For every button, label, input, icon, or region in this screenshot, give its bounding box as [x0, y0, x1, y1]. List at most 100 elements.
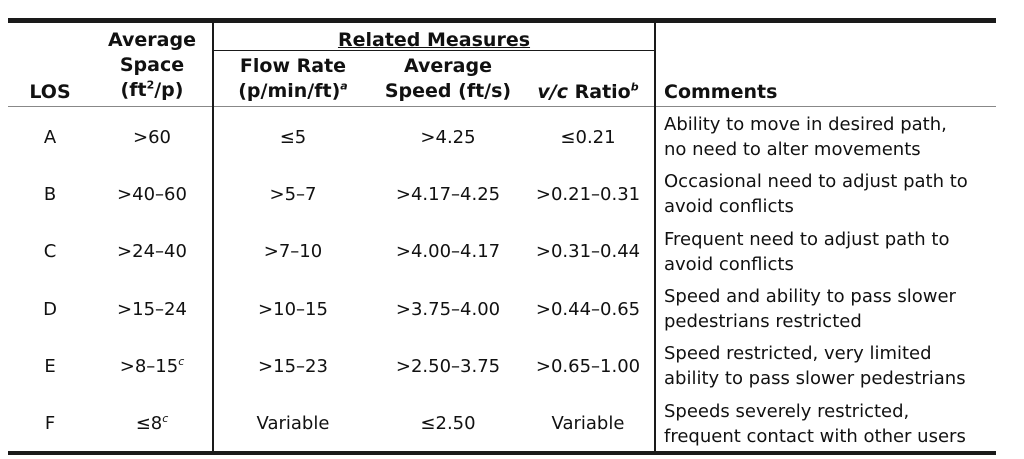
cell-comment1-text: Speed and ability to pass slower: [664, 285, 956, 307]
cell-vc-text: ≤0.21: [560, 126, 616, 148]
cell-los-text: A: [43, 126, 57, 148]
cell-flow-text: >15–23: [258, 355, 328, 377]
cell-speed-text: >4.25: [420, 126, 476, 148]
cell-flow: >5–7: [214, 184, 372, 206]
cell-flow-text: >10–15: [258, 298, 328, 320]
header-space-unit-a: (ft: [120, 79, 147, 101]
cell-comment: Ability to move in desired path, no need …: [664, 112, 947, 162]
cell-los-text: E: [44, 355, 56, 377]
header-vc-sup: b: [630, 80, 639, 94]
cell-speed-text: >2.50–3.75: [395, 355, 501, 377]
cell-space-text: >8–15: [119, 355, 179, 377]
cell-flow-text: >7–10: [263, 241, 323, 263]
header-average-space: Average Space (ft2/p): [92, 28, 212, 103]
cell-vc: >0.65–1.00: [522, 356, 654, 378]
cell-comment1-text: Speeds severely restricted,: [664, 400, 910, 422]
cell-los: C: [8, 241, 92, 263]
cell-flow-text: ≤5: [279, 126, 307, 148]
header-flow-line2: (p/min/ft)a: [214, 79, 372, 104]
cell-flow-text: >5–7: [269, 183, 317, 205]
cell-speed: >3.75–4.00: [374, 299, 522, 321]
cell-los: B: [8, 184, 92, 206]
cell-comment: Frequent need to adjust path to avoid con…: [664, 227, 949, 277]
cell-comment2-text: frequent contact with other users: [664, 425, 966, 447]
cell-los-text: D: [43, 298, 57, 320]
cell-flow: >7–10: [214, 241, 372, 263]
cell-space: >8–15c: [92, 356, 212, 378]
header-vc-text: Ratio: [568, 81, 631, 103]
cell-los-text: F: [44, 413, 56, 435]
cell-comment1-text: Ability to move in desired path,: [664, 114, 947, 135]
header-space-unit-b: /p): [154, 79, 184, 101]
header-related-measures: Related Measures: [214, 28, 654, 53]
cell-speed: >4.00–4.17: [374, 241, 522, 263]
cell-space-sup: c: [178, 354, 185, 368]
cell-comment: Speeds severely restricted, frequent cont…: [664, 399, 966, 449]
header-flow-rate: Flow Rate (p/min/ft)a: [214, 54, 372, 104]
header-speed-line2: Speed (ft/s): [384, 80, 512, 102]
cell-vc-text: >0.31–0.44: [535, 241, 641, 263]
cell-space-text: >60: [133, 126, 171, 148]
cell-los-text: C: [43, 241, 57, 263]
cell-speed: >4.17–4.25: [374, 184, 522, 206]
header-space-sup: 2: [146, 78, 155, 92]
header-space-line1: Average: [108, 29, 196, 51]
cell-comment2-text: avoid conflicts: [664, 253, 794, 275]
cell-flow: Variable: [214, 413, 372, 435]
cell-space-text: >15–24: [117, 298, 187, 320]
cell-speed: ≤2.50: [374, 413, 522, 435]
header-flow-unit: (p/min/ft): [238, 80, 341, 102]
header-speed-line1: Average: [404, 55, 492, 77]
header-flow-sup: a: [340, 79, 348, 93]
header-vc-italic: v/c: [537, 81, 568, 103]
cell-space-text: ≤8: [135, 413, 163, 435]
header-space-line3: (ft2/p): [92, 78, 212, 103]
cell-comment1-text: Occasional need to adjust path to: [664, 171, 968, 193]
cell-vc: >0.21–0.31: [522, 184, 654, 206]
header-comments-text: Comments: [664, 81, 778, 103]
cell-vc: >0.31–0.44: [522, 241, 654, 263]
header-flow-line1: Flow Rate: [239, 55, 347, 77]
header-space-line2: Space: [119, 54, 185, 76]
cell-speed-text: ≤2.50: [420, 413, 476, 435]
cell-comment: Occasional need to adjust path to avoid c…: [664, 169, 968, 219]
cell-speed: >4.25: [374, 127, 522, 149]
related-measures-underline: [213, 50, 655, 51]
right-divider: [654, 23, 656, 451]
cell-speed-text: >3.75–4.00: [395, 298, 501, 320]
cell-comment: Speed and ability to pass slower pedestri…: [664, 284, 956, 334]
cell-vc: Variable: [522, 413, 654, 435]
cell-speed: >2.50–3.75: [374, 356, 522, 378]
cell-flow: ≤5: [214, 127, 372, 149]
cell-los: A: [8, 127, 92, 149]
cell-space: >40–60: [92, 184, 212, 206]
header-average-speed: Average Speed (ft/s): [374, 54, 522, 104]
cell-los: D: [8, 299, 92, 321]
cell-vc-text: >0.44–0.65: [535, 298, 641, 320]
cell-comment1-text: Speed restricted, very limited: [664, 343, 932, 365]
cell-flow: >15–23: [214, 356, 372, 378]
cell-los: F: [8, 413, 92, 435]
cell-comment2-text: pedestrians restricted: [664, 310, 862, 332]
cell-vc-text: Variable: [551, 413, 625, 435]
cell-space-sup: c: [162, 412, 169, 426]
cell-space: >15–24: [92, 299, 212, 321]
cell-vc: ≤0.21: [522, 127, 654, 149]
cell-los-text: B: [43, 183, 57, 205]
cell-space: ≤8c: [92, 413, 212, 435]
cell-los: E: [8, 356, 92, 378]
cell-flow: >10–15: [214, 299, 372, 321]
header-vc-ratio: v/c Ratiob: [522, 80, 654, 105]
cell-comment1-text: Frequent need to adjust path to: [664, 228, 950, 250]
cell-flow-text: Variable: [256, 413, 330, 435]
top-rule: [8, 18, 996, 23]
cell-vc-text: >0.65–1.00: [535, 355, 641, 377]
cell-space: >60: [92, 127, 212, 149]
bottom-rule: [8, 451, 996, 455]
cell-speed-text: >4.00–4.17: [395, 241, 501, 263]
cell-space: >24–40: [92, 241, 212, 263]
left-divider: [212, 23, 214, 451]
header-comments: Comments: [664, 80, 777, 105]
cell-vc: >0.44–0.65: [522, 299, 654, 321]
cell-space-text: >40–60: [117, 183, 187, 205]
